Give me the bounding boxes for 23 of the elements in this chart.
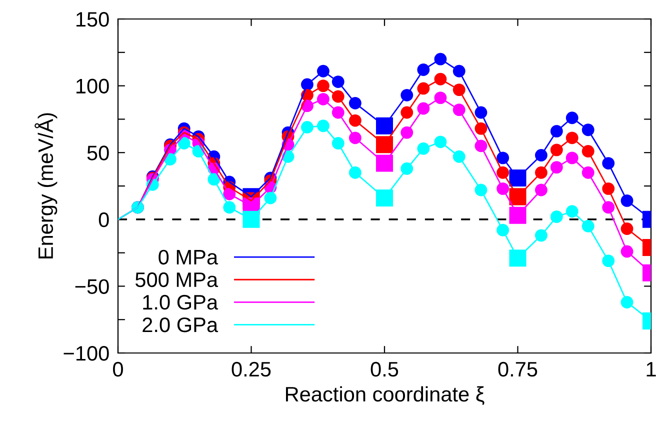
point: [509, 250, 526, 267]
point: [376, 154, 394, 172]
y-tick-label: 100: [76, 78, 109, 94]
x-axis-title: Reaction coordinate ξ: [286, 386, 484, 405]
y-tick-label: 50: [87, 146, 109, 160]
y-tick-label: −100: [64, 346, 109, 361]
legend-label: 2.0 GPa: [142, 317, 218, 332]
y-tick-label: −50: [75, 279, 109, 294]
legend-label: 0 MPa: [158, 250, 218, 265]
point: [509, 169, 526, 186]
point: [509, 206, 526, 224]
y-tick-label: 150: [76, 12, 109, 27]
legend-label: 1.0 GPa: [143, 294, 218, 310]
x-tick-label: 0.75: [498, 362, 538, 377]
legend-label: 500 MPa: [136, 272, 218, 288]
x-tick-label: 1: [646, 362, 656, 376]
y-axis-title: Energy (meV/Å): [34, 113, 58, 258]
y-tick-label: 0: [98, 212, 109, 228]
x-tick-label: 0.25: [232, 362, 271, 377]
x-tick-label: 0.5: [370, 362, 398, 377]
x-tick-label: 0: [113, 362, 123, 377]
point: [376, 190, 394, 207]
point: [242, 210, 260, 228]
